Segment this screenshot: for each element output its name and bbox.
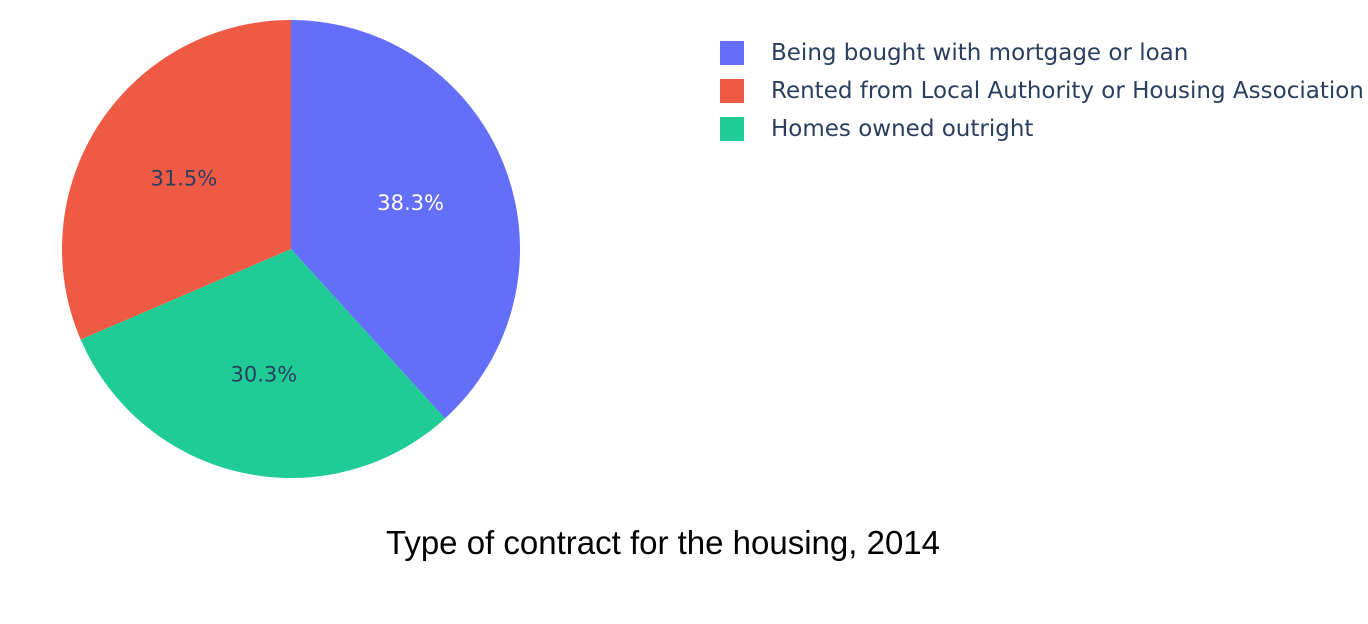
legend-item-1[interactable]: Being bought with mortgage or loan [720, 34, 1360, 72]
pie-slice-2 [80, 249, 445, 478]
legend-label-3: Homes owned outright [771, 116, 1034, 142]
legend-label-2: Rented from Local Authority or Housing A… [771, 78, 1364, 104]
slice-value-label-2: 30.3% [230, 362, 297, 386]
legend-item-2[interactable]: Rented from Local Authority or Housing A… [720, 72, 1364, 110]
legend-item-3[interactable]: Homes owned outright [720, 110, 1360, 148]
slice-value-label-3: 31.5% [151, 166, 218, 190]
legend-label-1: Being bought with mortgage or loan [771, 40, 1189, 66]
chart-caption: Type of contract for the housing, 2014 [385, 524, 941, 561]
pie-slice-1 [291, 20, 520, 419]
slice-value-label-1: 38.3% [377, 191, 444, 215]
legend: Being bought with mortgage or loan Rented… [720, 34, 1364, 148]
legend-swatch-2 [720, 79, 744, 103]
legend-swatch-3 [720, 117, 744, 141]
legend-swatch-1 [720, 41, 744, 65]
pie-slice-3 [62, 20, 291, 340]
